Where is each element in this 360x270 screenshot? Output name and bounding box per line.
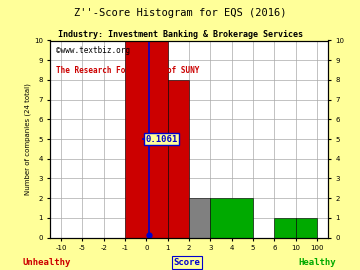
Bar xyxy=(189,198,210,238)
Bar xyxy=(168,80,189,238)
Text: Score: Score xyxy=(174,258,201,267)
Text: ©www.textbiz.org: ©www.textbiz.org xyxy=(56,46,130,55)
Bar xyxy=(296,218,317,238)
Text: Z''-Score Histogram for EQS (2016): Z''-Score Histogram for EQS (2016) xyxy=(74,8,286,18)
Text: Healthy: Healthy xyxy=(298,258,336,267)
Y-axis label: Number of companies (24 total): Number of companies (24 total) xyxy=(24,83,31,195)
Bar xyxy=(210,198,253,238)
Bar xyxy=(274,218,296,238)
Text: 0.1061: 0.1061 xyxy=(145,134,178,144)
Text: Industry: Investment Banking & Brokerage Services: Industry: Investment Banking & Brokerage… xyxy=(58,30,302,39)
Text: Unhealthy: Unhealthy xyxy=(23,258,71,267)
Text: The Research Foundation of SUNY: The Research Foundation of SUNY xyxy=(56,66,199,75)
Bar xyxy=(125,40,168,238)
